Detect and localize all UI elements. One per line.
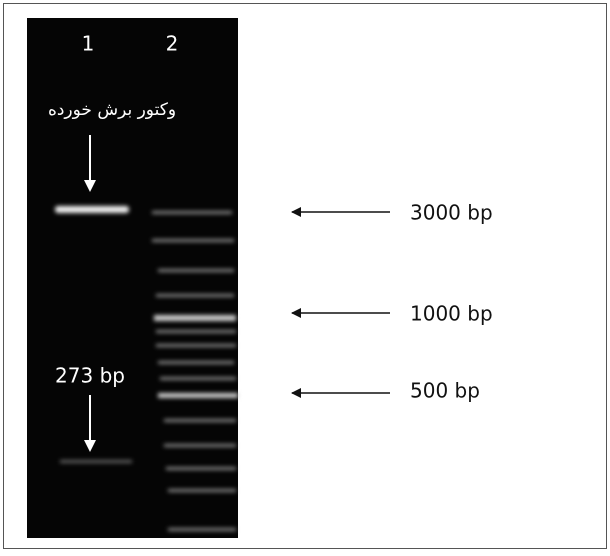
lane-label: 2 (166, 32, 179, 56)
annotation: 273 bp (55, 364, 125, 388)
page: 1 2 وکتور برش خورده 273 bp 3000 bp 1000 … (0, 0, 610, 556)
marker-label: 3000 bp (410, 201, 493, 225)
band (55, 206, 129, 213)
marker-label: 1000 bp (410, 302, 493, 326)
band (60, 460, 132, 463)
lane-label: 1 (82, 32, 95, 56)
annotation: وکتور برش خورده (48, 100, 176, 120)
gel (27, 18, 238, 538)
figure: 1 2 وکتور برش خورده 273 bp 3000 bp 1000 … (0, 0, 610, 552)
marker-label: 500 bp (410, 379, 480, 403)
